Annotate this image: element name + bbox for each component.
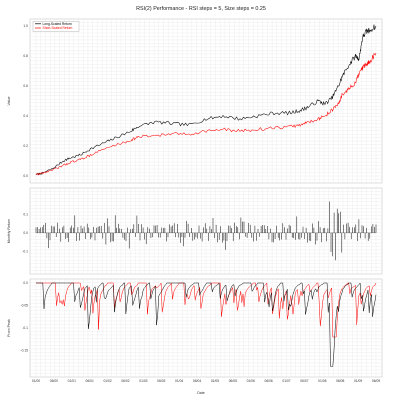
y-tick-label: -0.1	[22, 250, 28, 254]
x-tick-label: 06/03	[157, 379, 165, 383]
x-tick-label: 06/06	[264, 379, 272, 383]
x-tick-label: 01/05	[211, 379, 219, 383]
panels: 0.0 0.2 0.4 0.6 0.8 1.0 Value Long-Scaled Retur…	[7, 18, 383, 383]
panel-value: 0.0 0.2 0.4 0.6 0.8 1.0 Value Long-Scaled Retur…	[7, 18, 383, 184]
x-tick-label: 01/09	[354, 379, 362, 383]
x-tick-label: 06/00	[50, 379, 58, 383]
x-tick-label: 01/01	[68, 379, 76, 383]
legend-box	[32, 21, 80, 32]
y-tick-label: -0.15	[20, 349, 28, 353]
y-tick-label: -0.05	[20, 304, 28, 308]
y-tick-label: 0.0	[23, 231, 28, 235]
x-tick-label: 01/04	[175, 379, 183, 383]
drawdown-line-long	[36, 282, 377, 367]
x-tick-label: 06/04	[193, 379, 201, 383]
x-tick-label: 06/09	[372, 379, 380, 383]
x-tick-label: 01/02	[103, 379, 111, 383]
series-line-short	[35, 52, 377, 176]
panel-monthly-return: -0.1 0.0 0.1 Monthly Return	[7, 187, 383, 275]
x-tick-label: 01/07	[282, 379, 290, 383]
y-tick-label: 1.0	[23, 24, 28, 28]
legend-entry: Long-Scaled Return	[43, 22, 72, 26]
x-axis: 01/00 06/00 01/01 06/01 01/02 06/02 01/03 06/03…	[32, 379, 380, 383]
x-tick-label: 06/02	[121, 379, 129, 383]
x-tick-label: 06/01	[86, 379, 94, 383]
y-tick-label: 0.1	[23, 212, 28, 216]
y-tick-label: -0.1	[22, 326, 28, 330]
y-tick-label: 0.0	[23, 174, 28, 178]
x-tick-label: 01/08	[318, 379, 326, 383]
x-axis-label: Date	[197, 391, 205, 395]
series-line-long	[35, 24, 377, 176]
y-tick-label: 0.8	[23, 54, 28, 58]
x-tick-label: 06/08	[336, 379, 344, 383]
y-axis-label: From Peak	[7, 319, 11, 337]
legend-entry: Short-Scaled Return	[43, 26, 73, 30]
drawdown-line-short	[36, 282, 377, 338]
y-tick-label: 0.2	[23, 144, 28, 148]
x-tick-label: 01/00	[32, 379, 40, 383]
monthly-return-bars	[35, 201, 377, 261]
x-tick-label: 01/03	[139, 379, 147, 383]
y-axis-label: Monthly Return	[7, 219, 11, 243]
y-tick-label: 0.4	[23, 114, 28, 118]
y-tick-label: 0.0	[23, 281, 28, 285]
x-tick-label: 01/06	[247, 379, 255, 383]
y-axis-label: Value	[7, 97, 11, 106]
y-tick-label: 0.6	[23, 84, 28, 88]
x-tick-label: 06/07	[300, 379, 308, 383]
x-tick-label: 06/05	[229, 379, 237, 383]
panel-drawdown: -0.15 -0.1 -0.05 0.0 From Peak	[7, 278, 383, 378]
chart-title: RSI(2) Performance - RSI steps = 5, Size…	[136, 6, 266, 12]
